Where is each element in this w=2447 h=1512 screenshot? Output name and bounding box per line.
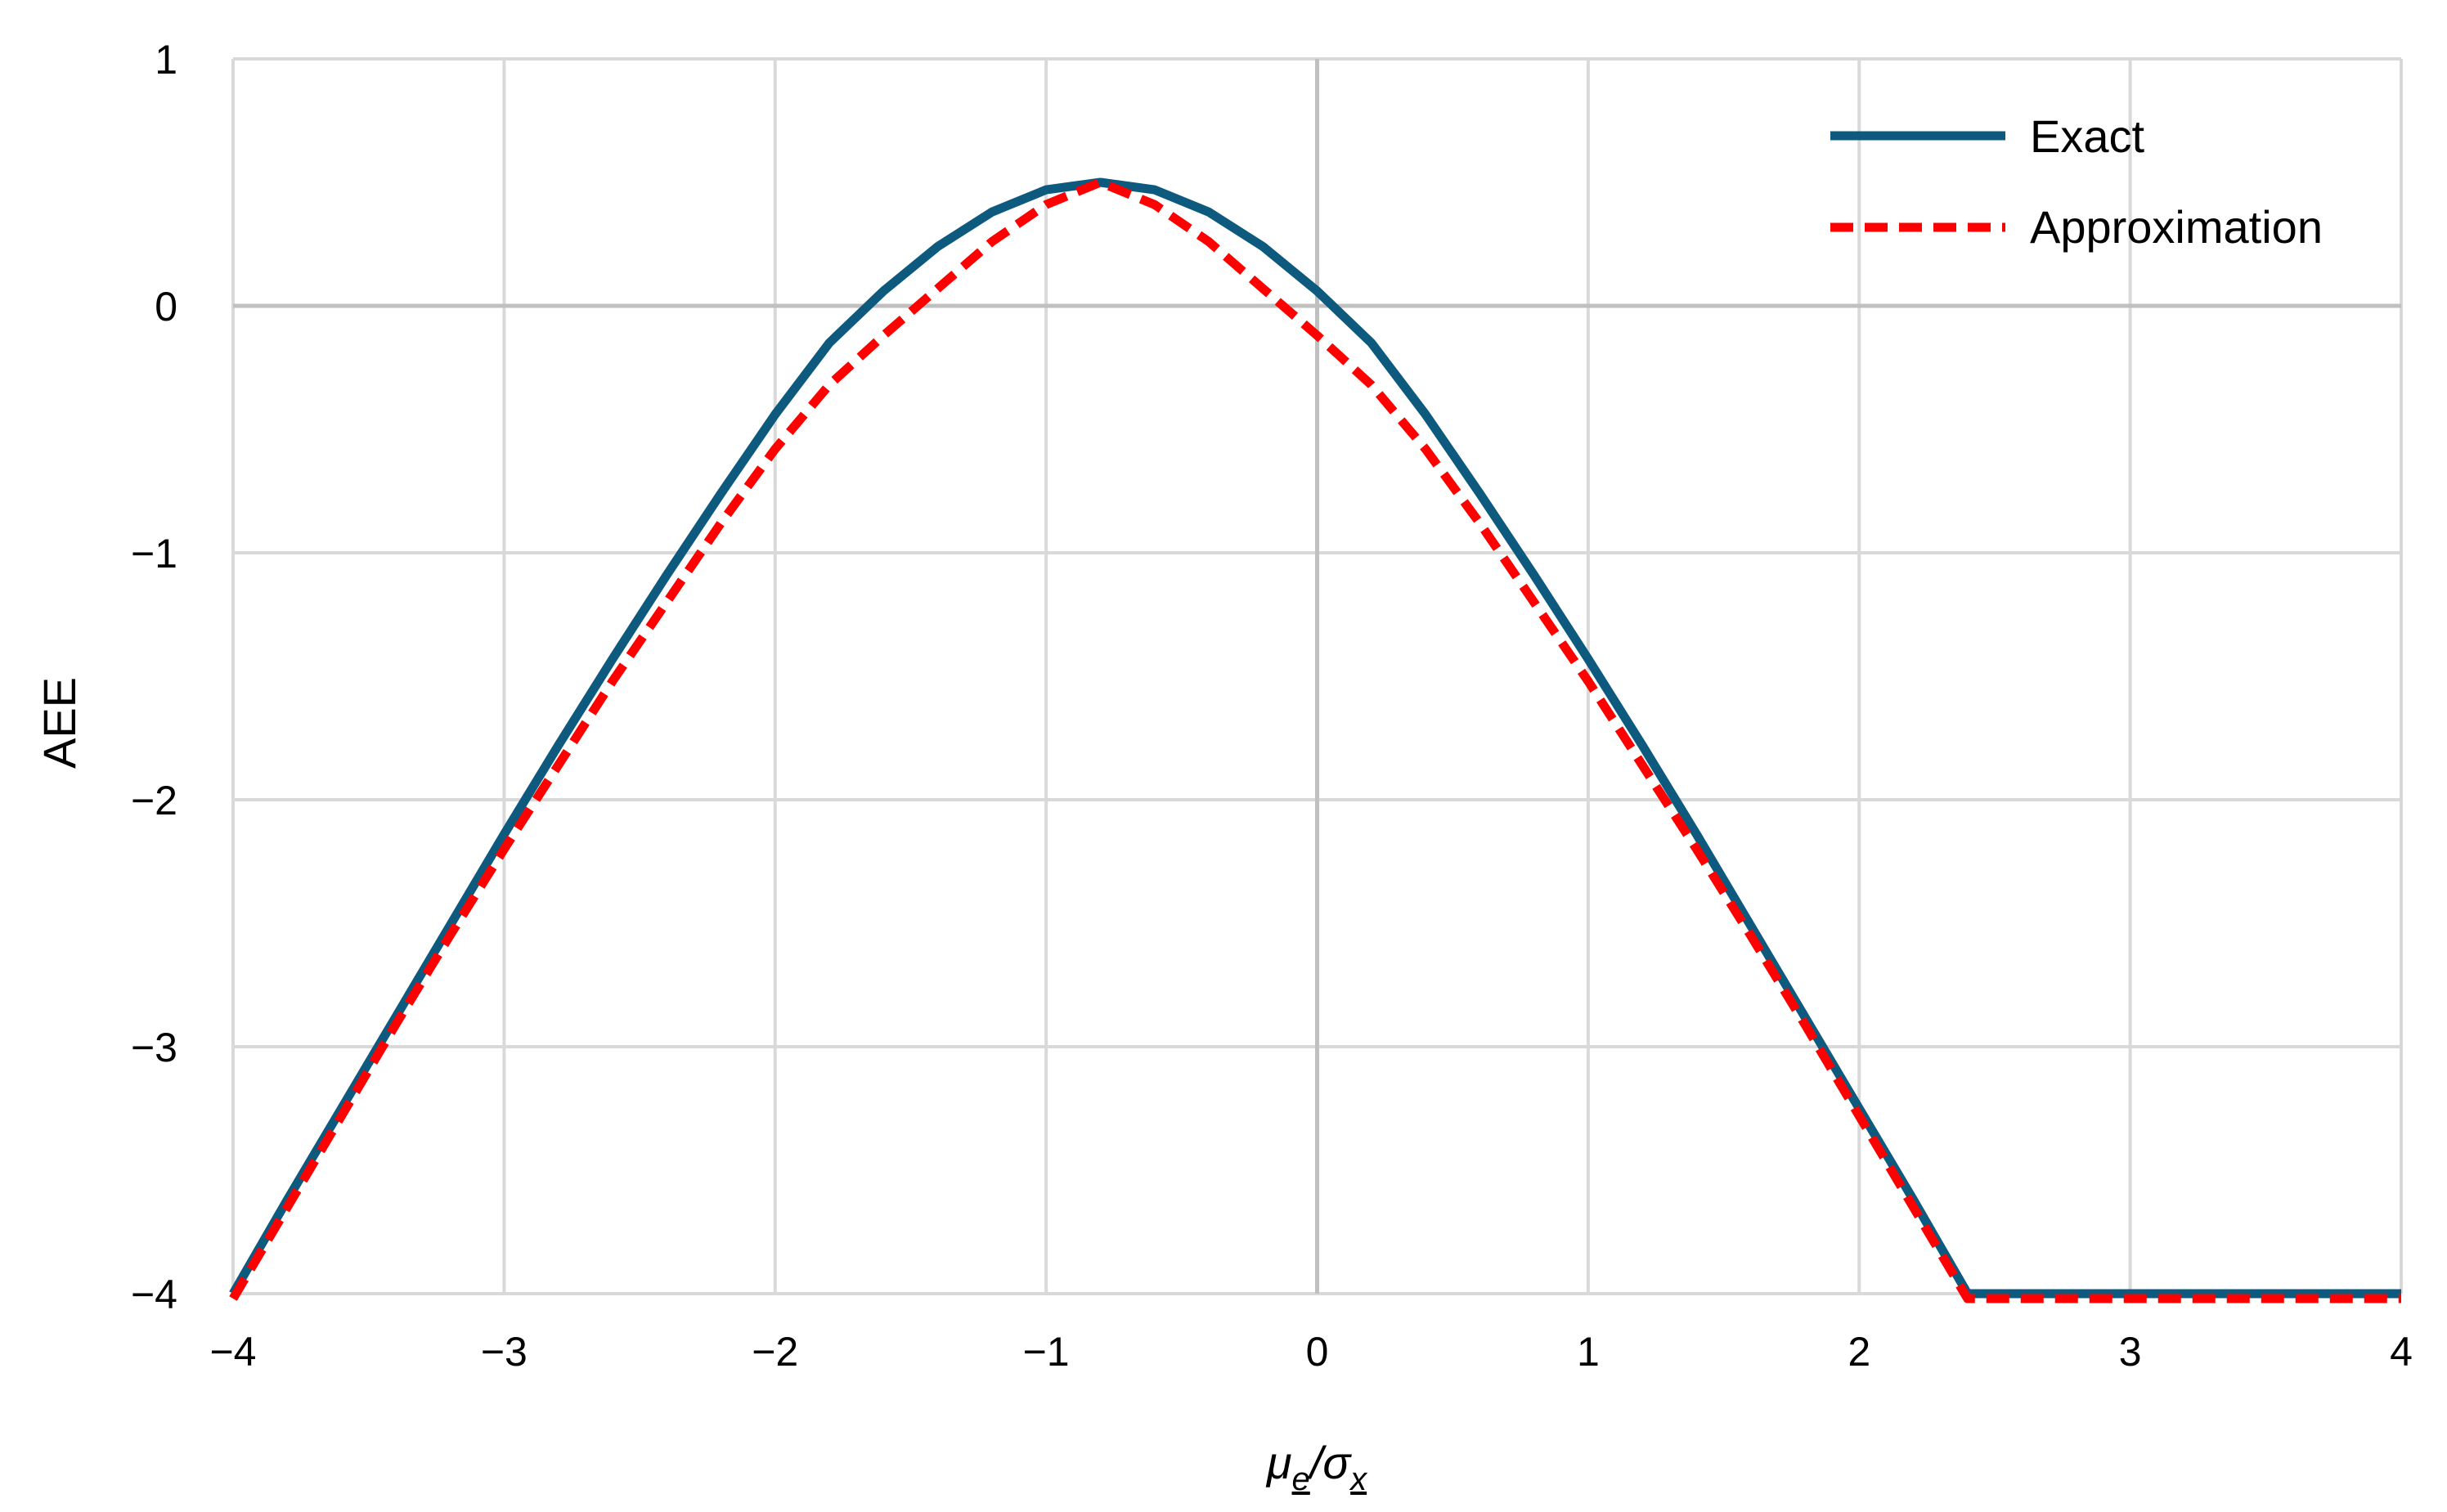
x-axis-title: μe/σx	[1265, 1437, 1368, 1497]
y-tick-label: −4	[131, 1272, 177, 1317]
y-tick-label: −2	[131, 778, 177, 823]
x-tick-label: −2	[752, 1329, 798, 1375]
x-tick-label: −1	[1023, 1329, 1070, 1375]
x-tick-label: −3	[481, 1329, 528, 1375]
x-tick-label: −4	[209, 1329, 256, 1375]
x-tick-label: 0	[1306, 1329, 1329, 1375]
series-line-approximation	[229, 177, 2401, 1303]
legend-label-approximation: Approximation	[2030, 201, 2323, 253]
x-tick-label: 1	[1577, 1329, 1600, 1375]
zero-axes	[233, 59, 2401, 1294]
y-tick-label: 1	[155, 37, 177, 83]
x-tick-label: 3	[2119, 1329, 2142, 1375]
series-line-exact	[229, 177, 2401, 1299]
y-tick-labels: −4 −3 −2 −1 0 1	[131, 37, 177, 1317]
y-tick-label: −1	[131, 531, 177, 577]
x-tick-label: 4	[2390, 1329, 2413, 1375]
legend-label-exact: Exact	[2030, 110, 2144, 162]
y-axis-title: AEE	[34, 677, 85, 769]
y-tick-label: −3	[131, 1025, 177, 1070]
x-tick-label: 2	[1848, 1329, 1870, 1375]
x-tick-labels: −4 −3 −2 −1 0 1 2 3 4	[209, 1329, 2412, 1375]
legend: Exact Approximation	[1830, 110, 2323, 253]
series-lines	[229, 177, 2401, 1303]
y-tick-label: 0	[155, 284, 177, 330]
